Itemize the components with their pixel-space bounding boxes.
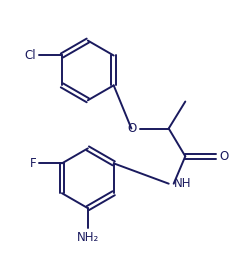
- Text: F: F: [30, 157, 37, 170]
- Text: O: O: [128, 122, 137, 135]
- Text: O: O: [220, 150, 229, 163]
- Text: Cl: Cl: [24, 49, 36, 62]
- Text: NH: NH: [174, 177, 191, 190]
- Text: NH₂: NH₂: [77, 231, 99, 244]
